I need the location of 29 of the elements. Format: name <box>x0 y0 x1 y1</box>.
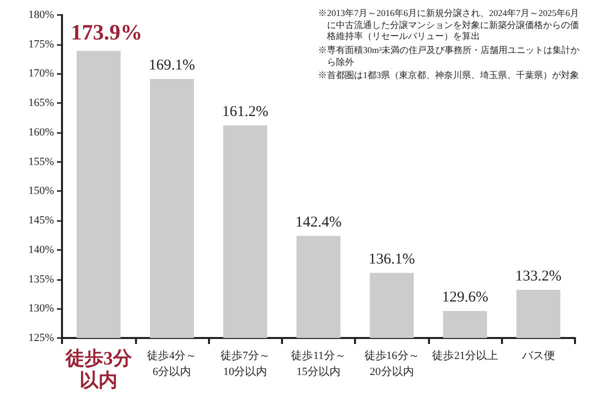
annotation: ※専有面積30m²未満の住戸及び事務所・店舗用ユニットは集計から除外 <box>318 45 581 68</box>
y-tick-label: 135% <box>28 273 54 286</box>
data-label: 169.1% <box>148 58 196 74</box>
y-tick-label: 175% <box>28 38 54 50</box>
x-tick-label: バス便 <box>520 350 555 362</box>
y-tick-label: 130% <box>28 302 54 315</box>
x-tick-label: 徒歩7分～10分以内 <box>220 349 270 378</box>
annotation: ※首都圏は1都3県（東京都、神奈川県、埼玉県、千葉県）が対象 <box>318 70 580 82</box>
y-tick-label: 150% <box>28 185 54 198</box>
x-tick-label: 徒歩3分以内 <box>64 348 133 392</box>
x-tick-label: 徒歩16分～20分以内 <box>364 349 420 378</box>
data-label: 129.6% <box>442 289 488 306</box>
data-label: 161.2% <box>222 104 268 120</box>
y-tick-label: 165% <box>28 97 54 110</box>
data-label: 133.2% <box>515 268 562 284</box>
data-label: 142.4% <box>295 214 342 230</box>
data-label: 136.1% <box>368 251 415 268</box>
x-tick-label: 徒歩4分～6分以内 <box>147 349 197 378</box>
y-tick-label: 155% <box>28 156 54 168</box>
y-tick-label: 160% <box>28 126 54 138</box>
y-tick-label: 140% <box>28 244 54 256</box>
y-tick-label: 170% <box>28 68 54 80</box>
annotation: ※2013年7月～2016年6月に新規分譲され、2024年7月～2025年6月に中古流通した分譲マンションを対象に新築分譲価格からの価格維持率（リセールバリュー）を算出 <box>318 8 580 44</box>
data-label: 173.9% <box>70 19 142 44</box>
y-tick-label: 145% <box>28 214 54 227</box>
x-tick-label: 徒歩11分～15分以内 <box>291 349 346 378</box>
y-tick-label: 125% <box>28 332 54 344</box>
x-tick-label: 徒歩21分以上 <box>432 349 498 362</box>
y-tick-label: 180% <box>28 9 54 21</box>
